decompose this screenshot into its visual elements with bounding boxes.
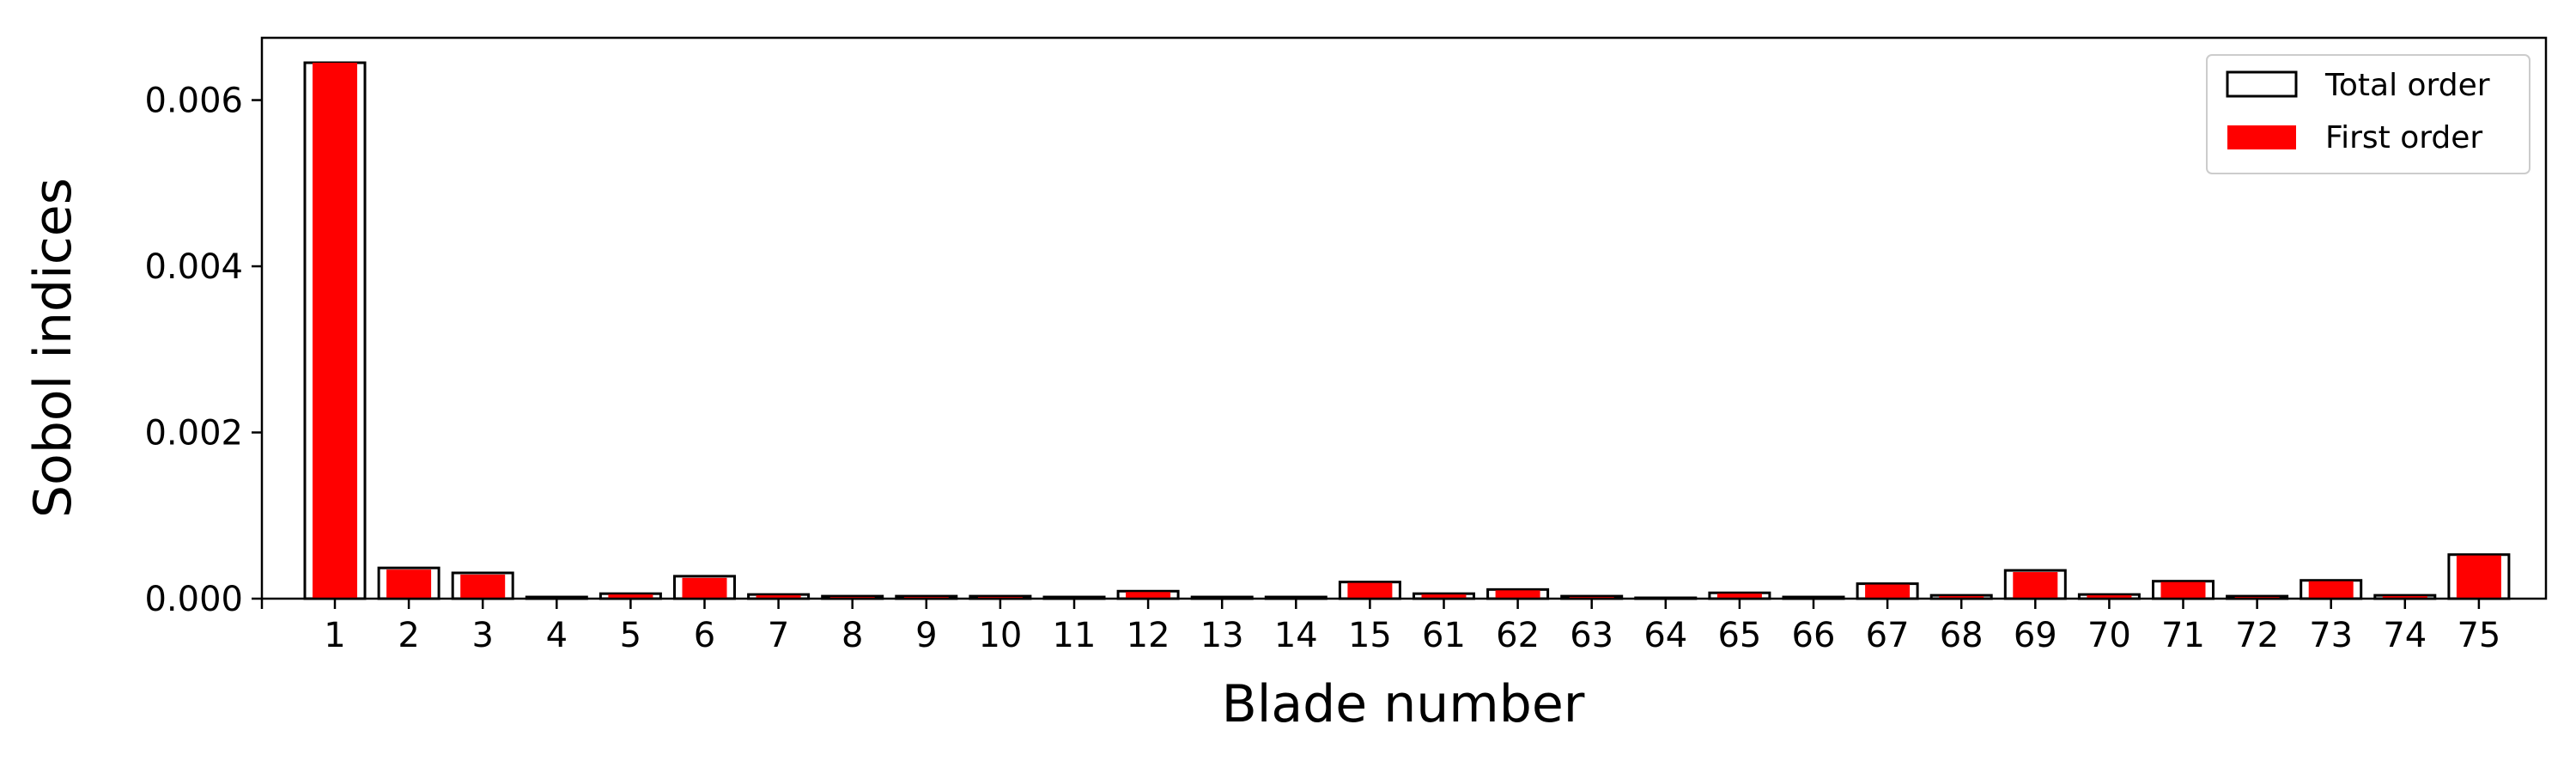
axes — [260, 36, 2548, 600]
x-tick-label: 6 — [694, 616, 715, 655]
first-order-bar-3 — [460, 574, 506, 599]
first-order-bar-7 — [756, 595, 801, 599]
x-tick-label: 65 — [1717, 616, 1761, 655]
first-order-bar-12 — [1126, 592, 1171, 599]
y-tick-label: 0.000 — [144, 580, 243, 619]
x-axis-label: Blade number — [1222, 674, 1585, 734]
y-tick-label: 0.006 — [144, 82, 243, 121]
x-tick-label: 74 — [2383, 616, 2427, 655]
x-tick-label: 15 — [1348, 616, 1392, 655]
x-tick-label: 9 — [915, 616, 937, 655]
first-order-bar-67 — [1865, 584, 1911, 599]
x-tick-label: 63 — [1570, 616, 1613, 655]
x-tick-label: 69 — [2014, 616, 2057, 655]
first-order-bar-69 — [2013, 572, 2058, 599]
first-order-bar-15 — [1347, 582, 1393, 599]
x-tick-label: 73 — [2309, 616, 2353, 655]
y-tick-label: 0.002 — [144, 414, 243, 453]
x-tick-label: 13 — [1200, 616, 1244, 655]
first-order-bar-75 — [2456, 555, 2501, 599]
x-tick-label: 72 — [2235, 616, 2279, 655]
legend-label-first-order: First order — [2325, 120, 2482, 155]
legend: Total order First order — [2206, 54, 2530, 174]
x-tick-label: 70 — [2087, 616, 2131, 655]
legend-swatch-first-order — [2227, 125, 2296, 149]
first-order-bar-65 — [1716, 593, 1762, 599]
x-tick-label: 67 — [1866, 616, 1910, 655]
y-axis-label: Sobol indices — [23, 178, 83, 518]
first-order-bar-2 — [386, 569, 432, 599]
x-tick-label: 61 — [1422, 616, 1466, 655]
first-order-bar-1 — [313, 63, 357, 600]
first-order-bar-6 — [682, 577, 727, 599]
first-order-bar-5 — [608, 594, 653, 599]
first-order-bar-61 — [1421, 594, 1467, 599]
x-tick-label: 12 — [1127, 616, 1170, 655]
x-tick-label: 62 — [1496, 616, 1540, 655]
first-order-bar-74 — [2382, 596, 2427, 599]
x-tick-label: 71 — [2161, 616, 2205, 655]
legend-swatch-total-order — [2226, 70, 2298, 98]
first-order-bars — [313, 63, 2501, 600]
y-tick-label: 0.004 — [144, 247, 243, 287]
x-tick-label: 11 — [1053, 616, 1097, 655]
x-tick-label: 14 — [1274, 616, 1318, 655]
x-tick-label: 68 — [1940, 616, 1984, 655]
x-tick-label: 5 — [620, 616, 641, 655]
first-order-bar-71 — [2160, 581, 2206, 599]
x-tick-label: 3 — [471, 616, 493, 655]
plot-frame — [260, 36, 2548, 600]
x-tick-label: 8 — [841, 616, 863, 655]
x-tick-label: 75 — [2457, 616, 2500, 655]
x-tick-label: 66 — [1792, 616, 1836, 655]
x-tick-label: 1 — [324, 616, 345, 655]
first-order-bar-70 — [2087, 595, 2132, 599]
first-order-bar-62 — [1495, 590, 1540, 599]
x-tick-label: 2 — [398, 616, 419, 655]
legend-label-total-order: Total order — [2324, 68, 2490, 103]
x-tick-label: 7 — [768, 616, 789, 655]
total-order-bars — [303, 61, 2511, 600]
x-tick-label: 10 — [978, 616, 1022, 655]
x-tick-label: 64 — [1643, 616, 1687, 655]
first-order-bar-68 — [1939, 596, 1984, 599]
first-order-bar-73 — [2308, 581, 2354, 599]
x-tick-label: 4 — [546, 616, 568, 655]
